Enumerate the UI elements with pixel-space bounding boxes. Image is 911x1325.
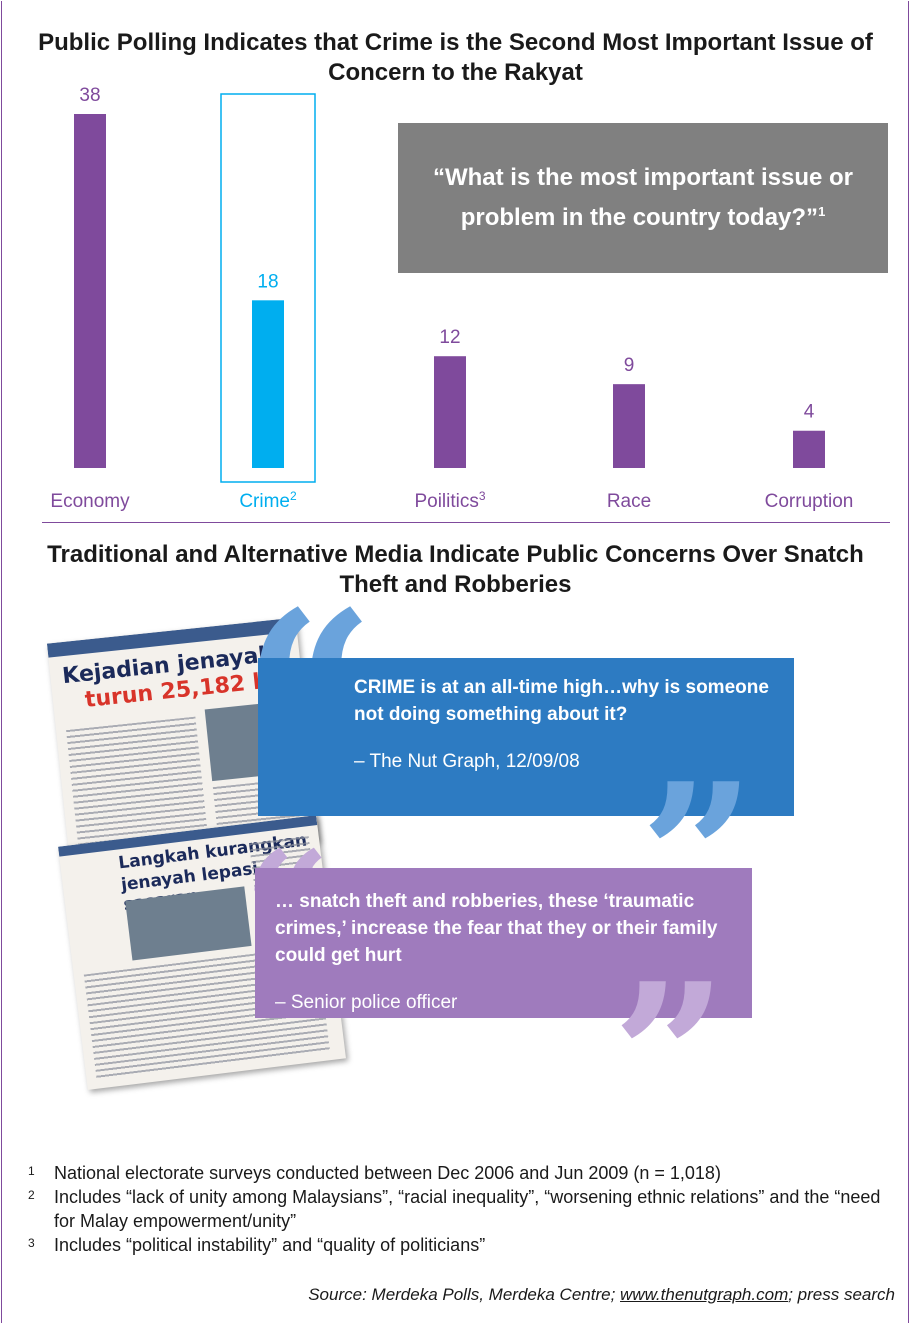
highlight-frame [220,93,316,483]
clipping-text-columns [66,716,208,850]
value-label: 12 [439,327,460,348]
issue-bar-chart: 38Economy18Crime212Poilitics39Race4Corru… [50,85,854,512]
section-divider [42,522,890,523]
quote-text: … snatch theft and robberies, these ‘tra… [275,891,718,966]
bar-corruption [793,430,825,468]
footnote-2: 2 Includes “lack of unity among Malaysian… [28,1185,898,1233]
footnote-mark: 2 [28,1188,35,1202]
category-label: Economy [50,491,130,512]
survey-question-footnote: 1 [818,204,826,219]
category-label: Race [607,491,651,512]
footnote-text: Includes “lack of unity among Malaysians… [54,1187,881,1231]
quote-source: – The Nut Graph, 12/09/08 [354,751,580,772]
quote-text: CRIME is at an all-time high…why is some… [354,677,769,725]
quote-source: – Senior police officer [275,992,458,1013]
footnote-mark: 1 [28,1164,35,1178]
footnote-3: 3 Includes “political instability” and “q… [28,1233,898,1257]
footnotes: 1 National electorate surveys conducted b… [28,1161,898,1257]
value-label: 18 [257,271,278,292]
bar-poilitics [434,356,466,468]
category-footnote-mark: 2 [290,489,297,503]
value-label: 4 [804,402,815,423]
quote-box-nut-graph: CRIME is at an all-time high…why is some… [258,658,794,816]
category-label: Corruption [765,491,854,512]
value-label: 9 [624,355,635,376]
bar-crime [252,300,284,468]
footnote-mark: 3 [28,1236,35,1250]
source-suffix: ; press search [788,1285,895,1304]
category-footnote-mark: 3 [479,489,486,503]
bar-race [613,384,645,468]
close-quote-icon: ” [612,940,728,1175]
source-line: Source: Merdeka Polls, Merdeka Centre; w… [308,1285,895,1305]
footnote-text: National electorate surveys conducted be… [54,1163,721,1183]
media-section-title: Traditional and Alternative Media Indica… [47,541,864,598]
value-label: 38 [79,85,100,106]
source-prefix: Source: Merdeka Polls, Merdeka Centre; [308,1285,621,1304]
category-label: Crime2 [239,489,297,512]
footnote-1: 1 National electorate surveys conducted b… [28,1161,898,1185]
bar-economy [74,114,106,468]
poll-chart-title: Public Polling Indicates that Crime is t… [38,29,873,86]
footnote-text: Includes “political instability” and “qu… [54,1235,486,1255]
source-link[interactable]: www.thenutgraph.com [620,1285,789,1304]
survey-question-text: “What is the most important issue or pro… [432,164,854,231]
category-label: Poilitics3 [414,489,485,512]
survey-question-box: “What is the most important issue or pro… [398,123,888,273]
quote-box-police-officer: … snatch theft and robberies, these ‘tra… [255,868,752,1018]
